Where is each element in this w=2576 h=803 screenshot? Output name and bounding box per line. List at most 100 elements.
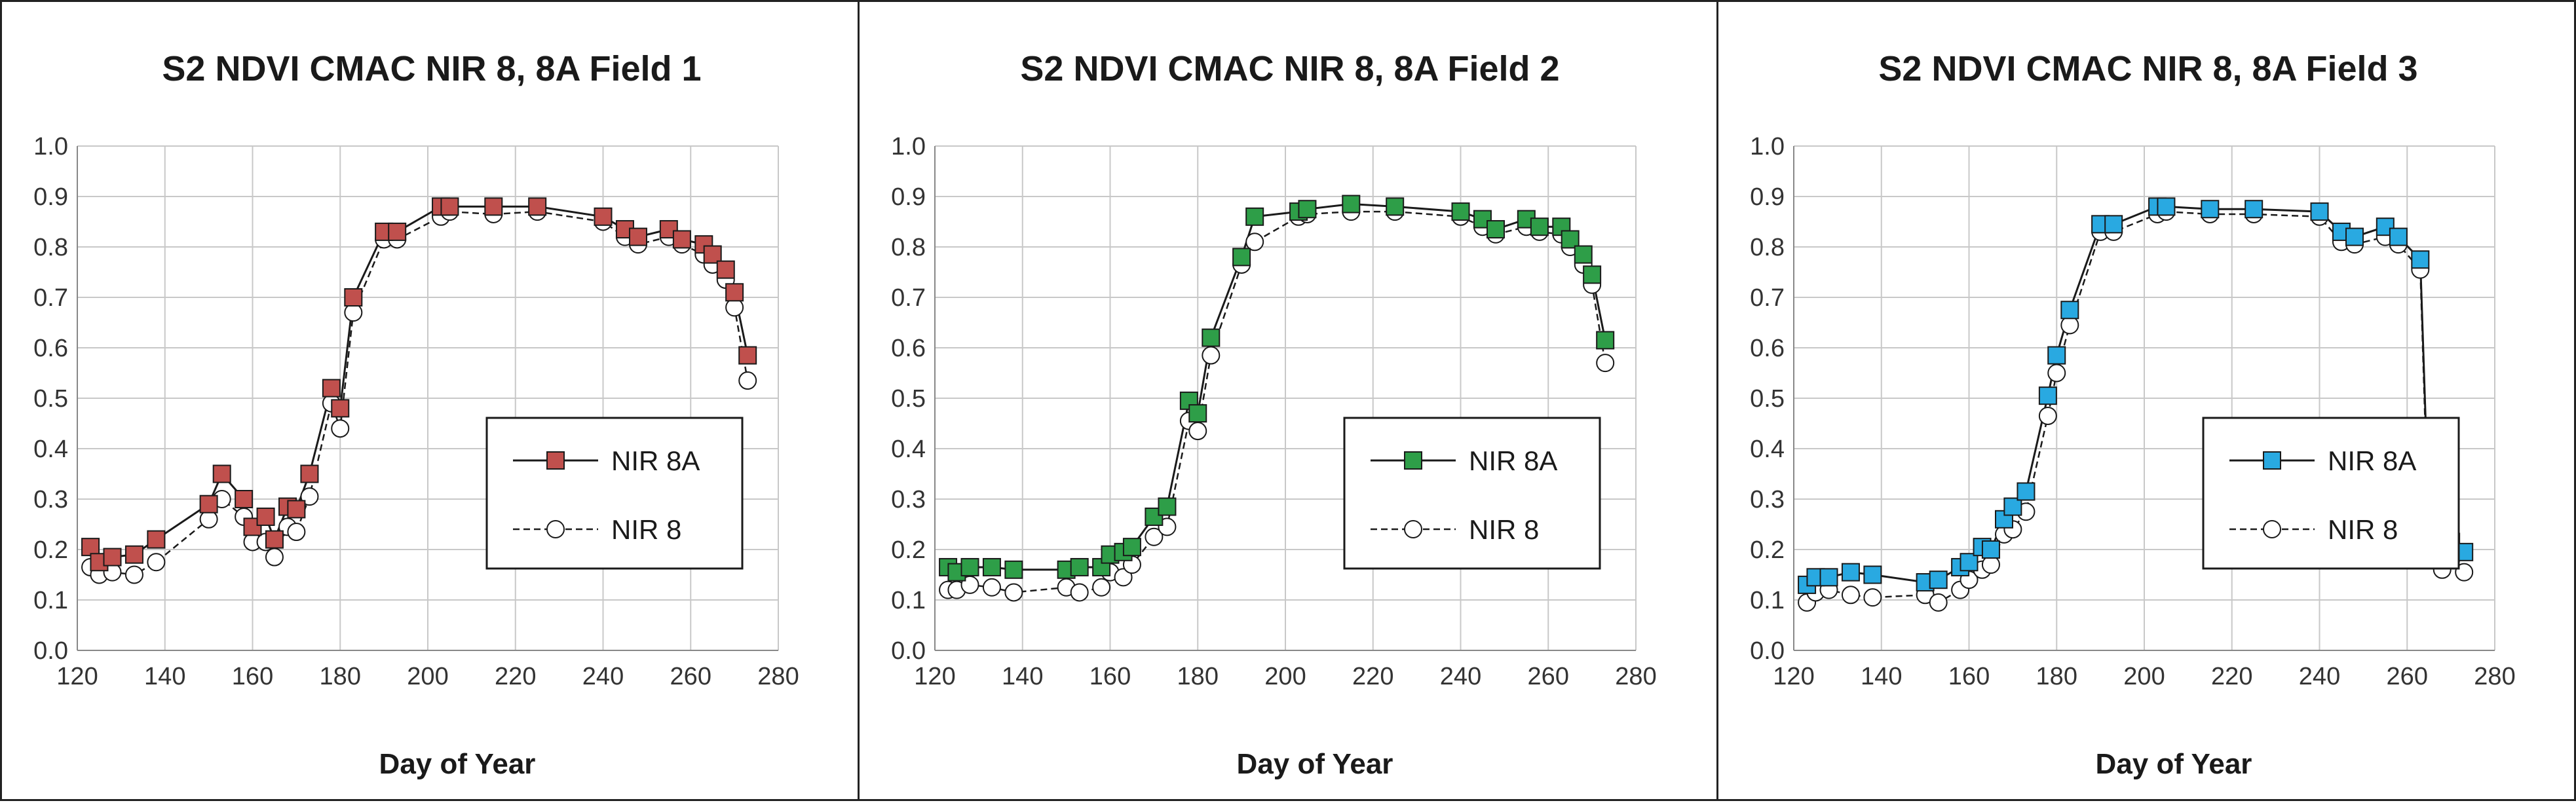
data-point-nir-8 <box>1245 233 1264 252</box>
data-point-nir-8 <box>1202 346 1221 365</box>
y-tick-label: 0.1 <box>1750 587 1785 614</box>
data-point-nir-8a <box>1819 568 1838 587</box>
legend-marker-nir-8 <box>1404 520 1422 538</box>
data-point-nir-8a <box>331 399 350 418</box>
data-point-nir-8a <box>124 545 143 564</box>
y-tick-label: 0.3 <box>1750 486 1785 514</box>
data-point-nir-8a <box>81 538 100 557</box>
y-tick-label: 0.9 <box>1750 183 1785 211</box>
x-tick-label: 200 <box>2123 663 2165 690</box>
y-tick-label: 0.6 <box>891 335 926 362</box>
data-point-nir-8a <box>2038 386 2057 405</box>
y-tick-label: 0.1 <box>891 587 926 614</box>
y-tick-label: 1.0 <box>891 133 926 160</box>
y-tick-label: 1.0 <box>1750 133 1785 160</box>
x-tick-label: 200 <box>1264 663 1306 690</box>
x-tick-label: 120 <box>1773 663 1814 690</box>
data-point-nir-8a <box>1863 565 1882 584</box>
y-tick-label: 0.2 <box>1750 536 1785 564</box>
data-point-nir-8 <box>1145 527 1164 546</box>
data-point-nir-8 <box>1114 568 1133 587</box>
y-tick-label: 0.8 <box>33 234 68 261</box>
data-point-nir-8a <box>2060 301 2079 320</box>
x-tick-label: 140 <box>1002 663 1043 690</box>
x-tick-label: 240 <box>2299 663 2340 690</box>
y-tick-label: 0.0 <box>1750 637 1785 665</box>
data-point-nir-8a <box>199 495 218 514</box>
y-tick-label: 0.5 <box>891 385 926 413</box>
x-tick-label: 200 <box>407 663 448 690</box>
y-tick-label: 0.9 <box>891 183 926 211</box>
data-point-nir-8a <box>2201 200 2220 219</box>
y-tick-label: 0.5 <box>1750 385 1785 413</box>
x-tick-label: 220 <box>495 663 536 690</box>
y-tick-label: 0.0 <box>33 637 68 665</box>
x-axis-label: Day of Year <box>2096 748 2252 780</box>
chart-panel-field-1: S2 NDVI CMAC NIR 8, 8A Field 1 Day of Ye… <box>0 0 860 801</box>
data-point-nir-8 <box>2038 406 2057 425</box>
x-tick-label: 260 <box>1528 663 1569 690</box>
data-point-nir-8a <box>300 464 319 483</box>
y-tick-label: 0.7 <box>33 284 68 312</box>
y-tick-label: 0.7 <box>1750 284 1785 312</box>
data-point-nir-8a <box>659 220 678 239</box>
data-point-nir-8 <box>1004 583 1023 602</box>
data-point-nir-8a <box>2017 482 2036 501</box>
x-tick-label: 280 <box>1615 663 1656 690</box>
data-point-nir-8a <box>1960 553 1979 572</box>
legend-marker-nir-8 <box>2263 520 2281 538</box>
data-point-nir-8 <box>1092 578 1111 597</box>
x-tick-label: 260 <box>2387 663 2428 690</box>
legend-label-nir-8: NIR 8 <box>611 514 681 545</box>
x-tick-label: 220 <box>1352 663 1393 690</box>
data-point-nir-8 <box>1070 583 1089 602</box>
y-tick-label: 0.8 <box>1750 234 1785 261</box>
data-point-nir-8 <box>1596 354 1615 373</box>
data-point-nir-8a <box>1929 570 1948 589</box>
legend-marker-nir-8a <box>1404 451 1422 470</box>
data-point-nir-8a <box>1574 245 1593 264</box>
y-tick-label: 0.3 <box>891 486 926 514</box>
data-point-nir-8a <box>1487 220 1505 239</box>
y-tick-label: 0.9 <box>33 183 68 211</box>
data-point-nir-8a <box>528 197 547 216</box>
data-point-nir-8a <box>287 500 306 519</box>
legend-label-nir-8: NIR 8 <box>1469 514 1539 545</box>
x-axis-label: Day of Year <box>1237 748 1393 780</box>
data-point-nir-8 <box>1929 593 1948 612</box>
data-point-nir-8 <box>982 578 1001 597</box>
data-point-nir-8a <box>1596 331 1615 350</box>
data-point-nir-8a <box>440 197 459 216</box>
chart-title: S2 NDVI CMAC NIR 8, 8A Field 3 <box>1878 49 2417 88</box>
data-point-nir-8a <box>2389 227 2408 246</box>
data-point-nir-8a <box>1070 557 1089 576</box>
x-tick-label: 280 <box>757 663 799 690</box>
data-point-nir-8 <box>1188 422 1207 441</box>
y-tick-label: 0.4 <box>33 436 68 463</box>
y-tick-label: 0.6 <box>1750 335 1785 362</box>
data-point-nir-8a <box>1561 230 1580 249</box>
legend-box <box>1343 417 1601 570</box>
data-point-nir-8a <box>1386 197 1405 216</box>
data-point-nir-8a <box>212 464 231 483</box>
data-point-nir-8 <box>124 565 143 584</box>
chart-title: S2 NDVI CMAC NIR 8, 8A Field 2 <box>1020 49 1559 88</box>
chart-field-2: S2 NDVI CMAC NIR 8, 8A Field 2 Day of Ye… <box>891 49 1657 780</box>
data-point-nir-8a <box>982 557 1001 576</box>
data-point-nir-8a <box>322 379 341 398</box>
data-point-nir-8a <box>2047 346 2066 365</box>
x-tick-label: 160 <box>1089 663 1131 690</box>
data-point-nir-8a <box>2310 202 2329 221</box>
legend-label-nir-8a: NIR 8A <box>2328 445 2416 476</box>
x-tick-label: 180 <box>320 663 361 690</box>
chart-title: S2 NDVI CMAC NIR 8, 8A Field 1 <box>162 49 701 88</box>
y-tick-label: 0.8 <box>891 234 926 261</box>
y-tick-label: 0.7 <box>891 284 926 312</box>
x-tick-label: 140 <box>144 663 185 690</box>
x-tick-label: 240 <box>582 663 624 690</box>
data-point-nir-8a <box>1202 328 1221 347</box>
x-tick-label: 220 <box>2211 663 2252 690</box>
data-point-nir-8a <box>1232 248 1251 267</box>
data-point-nir-8a <box>1004 560 1023 579</box>
